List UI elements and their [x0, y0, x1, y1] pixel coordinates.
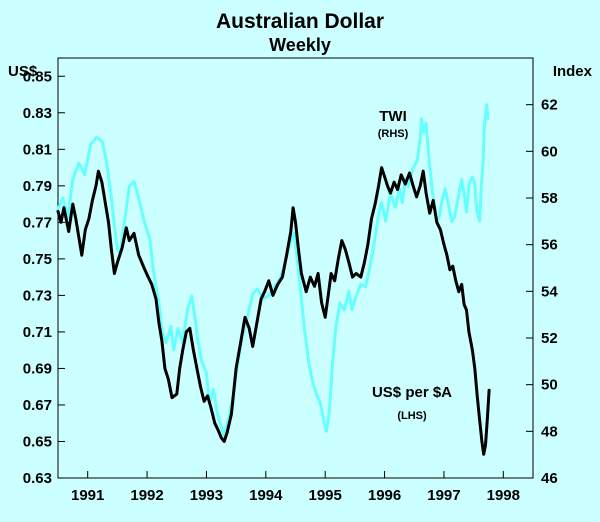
x-tick-label: 1997	[427, 487, 460, 504]
chart-subtitle: Weekly	[269, 35, 331, 55]
right-tick-label: 46	[541, 470, 558, 487]
left-tick-label: 0.81	[23, 141, 52, 158]
x-axis: 1991 1992 1993 1994 1995 1996 1997 1998	[71, 471, 520, 504]
right-axis-unit: Index	[553, 63, 593, 80]
left-axis-unit: US$	[8, 63, 38, 80]
left-tick-label: 0.65	[23, 433, 52, 450]
x-tick-label: 1995	[309, 487, 342, 504]
series-layer	[56, 103, 491, 456]
right-tick-label: 48	[541, 423, 558, 440]
left-tick-label: 0.75	[23, 251, 52, 268]
left-tick-label: 0.71	[23, 324, 52, 341]
usd-series-axis-note: (LHS)	[397, 410, 427, 422]
right-tick-label: 50	[541, 377, 558, 394]
left-tick-label: 0.85	[23, 68, 52, 85]
left-tick-label: 0.69	[23, 360, 52, 377]
right-tick-label: 56	[541, 237, 558, 254]
usd-series-line	[56, 166, 491, 456]
left-tick-label: 0.63	[23, 470, 52, 487]
right-axis: 46 48 50 52 54 56 58 60 62	[526, 97, 558, 487]
x-tick-label: 1998	[487, 487, 520, 504]
right-tick-label: 58	[541, 190, 558, 207]
plot-border	[57, 57, 534, 479]
left-axis: 0.63 0.65 0.67 0.69 0.71 0.73 0.75 0.77 0.79 0.81…	[23, 68, 65, 487]
left-tick-label: 0.83	[23, 105, 52, 122]
chart-title: Australian Dollar	[216, 10, 384, 33]
right-tick-label: 62	[541, 97, 558, 114]
x-tick-label: 1991	[71, 487, 104, 504]
left-tick-label: 0.77	[23, 214, 52, 231]
left-tick-label: 0.79	[23, 178, 52, 195]
x-tick-label: 1996	[368, 487, 401, 504]
right-tick-label: 52	[541, 330, 558, 347]
twi-series-axis-note: (RHS)	[378, 128, 409, 140]
x-tick-label: 1994	[249, 487, 283, 504]
left-tick-label: 0.73	[23, 287, 52, 304]
x-tick-label: 1993	[190, 487, 223, 504]
right-tick-label: 60	[541, 143, 558, 160]
right-tick-label: 54	[541, 283, 558, 300]
plot-frame	[57, 57, 534, 479]
twi-series-line	[56, 103, 490, 438]
left-tick-label: 0.67	[23, 397, 52, 414]
twi-series-label: TWI	[379, 108, 407, 125]
x-tick-label: 1992	[130, 487, 163, 504]
usd-series-label: US$ per $A	[372, 384, 452, 401]
